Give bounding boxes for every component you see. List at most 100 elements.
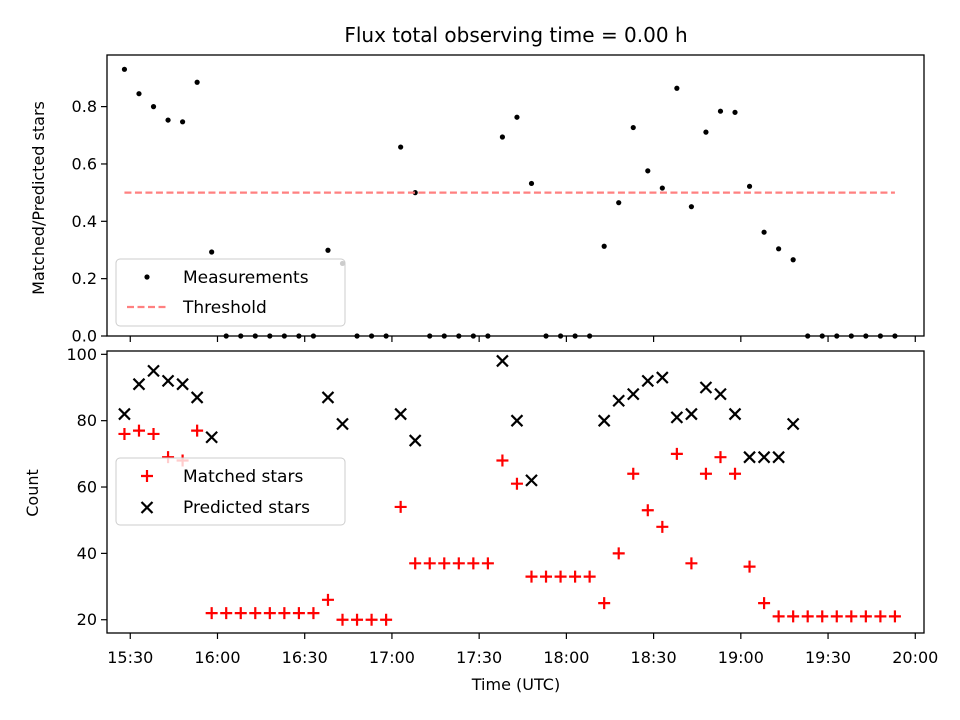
top-y-tick-label: 0.6 [72, 154, 97, 173]
matched-stars-marker [496, 454, 509, 467]
bottom-x-tick-label: 19:00 [718, 648, 764, 667]
predicted-stars-marker [321, 391, 335, 404]
matched-stars-legend-marker [141, 470, 153, 482]
predicted-stars-marker [176, 377, 189, 391]
measurements-point [194, 79, 200, 85]
matched-stars-marker [118, 427, 131, 440]
matched-stars-marker [220, 607, 233, 620]
top-y-tick-label: 0.4 [72, 212, 97, 231]
x-axis-label: Time (UTC) [471, 675, 560, 694]
matched-stars-marker [612, 547, 625, 560]
matched-stars-marker [888, 610, 901, 623]
flux-ratio-panel: Flux total observing time = 0.00 h 0.00.… [29, 23, 925, 346]
measurements-point [209, 249, 215, 255]
measurements-point [688, 204, 695, 210]
matched-stars-marker [627, 467, 640, 480]
bottom-x-tick-label: 16:00 [194, 648, 240, 667]
bottom-legend: Matched stars Predicted stars [115, 457, 346, 526]
matched-stars-marker [452, 557, 465, 570]
measurements-point [398, 144, 404, 150]
bottom-x-tick-label: 20:00 [892, 648, 938, 667]
measurements-point [136, 91, 142, 97]
matched-stars-marker [510, 477, 523, 490]
bottom-x-tick-label: 17:00 [369, 648, 415, 667]
matched-stars-marker [714, 451, 727, 464]
predicted-stars-marker [510, 414, 524, 427]
bottom-axes-frame [106, 350, 925, 634]
top-axes-frame [106, 54, 925, 337]
matched-stars-marker [351, 613, 364, 626]
bottom-x-tick-label: 16:30 [282, 648, 328, 667]
measurements-point [659, 185, 665, 191]
predicted-stars-marker [190, 391, 204, 404]
matched-stars-marker [132, 424, 145, 437]
measurements-point [717, 108, 724, 114]
matched-stars-marker [801, 610, 814, 623]
matched-stars-marker [423, 557, 436, 570]
measurements-point [528, 180, 535, 187]
measurements-point [412, 190, 418, 196]
bottom-y-tick-label: 100 [66, 345, 97, 364]
measurements-legend-label: Measurements [183, 268, 309, 288]
measurements-point [325, 247, 331, 253]
predicted-stars-marker [118, 407, 131, 421]
predicted-stars-marker [728, 407, 742, 421]
bottom-x-tick-label: 19:30 [805, 648, 851, 667]
measurements-point [776, 246, 782, 252]
predicted-stars-marker [597, 414, 611, 427]
matched-stars-marker [263, 607, 276, 620]
bottom-x-tick-label: 17:30 [456, 648, 502, 667]
measurements-point [179, 119, 186, 125]
matched-stars-marker [191, 424, 204, 437]
predicted-stars-marker [786, 417, 800, 431]
matched-stars-marker [234, 607, 247, 620]
matched-stars-marker [699, 467, 712, 480]
top-y-tick-label: 0.0 [72, 327, 97, 346]
matched-stars-marker [409, 557, 422, 570]
predicted-stars-marker [408, 434, 422, 447]
matched-stars-marker [540, 570, 553, 583]
measurements-point [514, 114, 520, 120]
bottom-x-tick-label: 15:30 [107, 648, 153, 667]
measurements-point [674, 85, 680, 91]
predicted-stars-marker [147, 364, 160, 378]
matched-stars-marker [365, 613, 378, 626]
matched-stars-marker [292, 607, 305, 620]
predicted-stars-marker [394, 407, 407, 421]
matched-stars-marker [336, 613, 349, 626]
bottom-plot-area: 20 40 60 80 100 15:30 16:00 16:30 17:00 17:30 18:0… [66, 345, 938, 667]
predicted-stars-marker [641, 374, 655, 388]
predicted-stars-marker [525, 474, 538, 487]
measurements-legend-marker [144, 274, 150, 280]
matched-stars-marker [321, 593, 334, 606]
matched-stars-marker [249, 607, 262, 620]
measurements-point [601, 243, 607, 249]
predicted-stars-marker [772, 450, 785, 464]
measurements-point [630, 124, 636, 131]
matched-stars-marker [278, 607, 291, 620]
matched-stars-marker [685, 557, 698, 570]
star-count-panel: 20 40 60 80 100 15:30 16:00 16:30 17:00 17:30 18:0… [23, 345, 938, 694]
bottom-y-tick-label: 20 [77, 610, 97, 629]
matched-stars-marker [467, 557, 480, 570]
predicted-stars-marker [670, 411, 684, 424]
top-plot-area: 0.0 0.2 0.4 0.6 0.8 [72, 66, 916, 346]
matched-stars-marker [670, 447, 683, 460]
matched-stars-marker [729, 467, 742, 480]
top-y-tick-label: 0.2 [72, 269, 97, 288]
predicted-stars-marker [743, 450, 756, 464]
measurements-point [703, 129, 709, 135]
bottom-y-tick-label: 60 [77, 478, 97, 497]
bottom-y-tick-label: 40 [77, 544, 97, 563]
matched-stars-legend-label: Matched stars [183, 467, 303, 487]
measurements-point [746, 183, 753, 189]
measurements-point [165, 117, 171, 123]
matched-stars-marker [641, 504, 654, 517]
predicted-stars-marker [685, 407, 698, 421]
matched-stars-marker [583, 570, 596, 583]
predicted-stars-marker [714, 387, 727, 401]
measurements-point [645, 168, 651, 174]
predicted-stars-marker [161, 374, 175, 388]
matched-stars-marker [787, 610, 800, 623]
